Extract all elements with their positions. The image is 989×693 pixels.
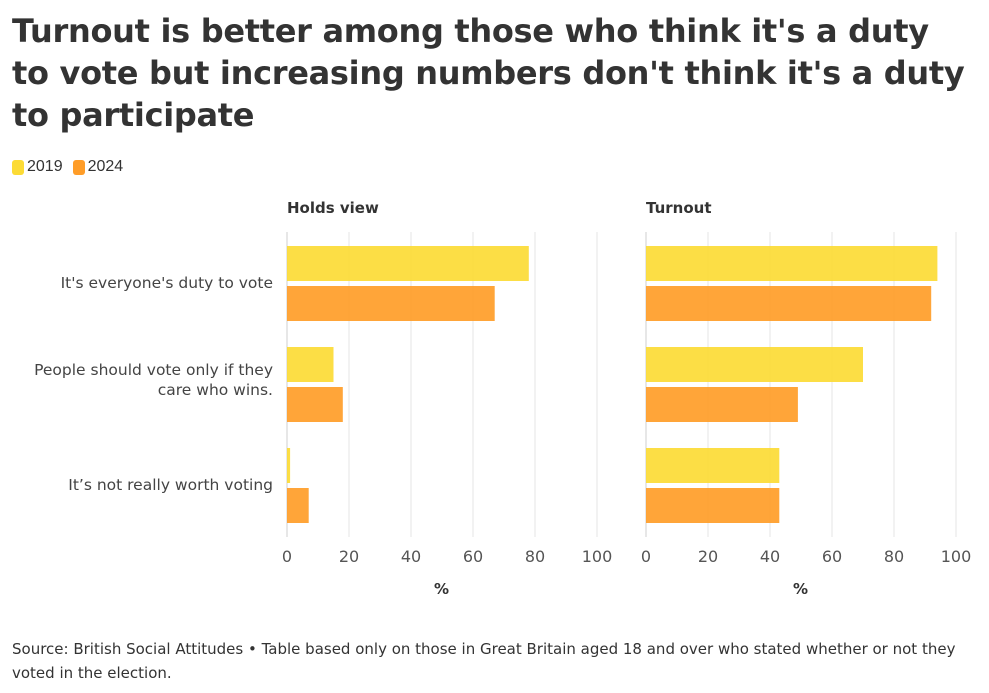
legend-item-2019[interactable]: 2019 (12, 158, 63, 176)
bar-holds-view-cat1-2019: People should vote only if they care who… (287, 347, 334, 382)
x-tick-label-holds-view-20: 20 (339, 547, 359, 566)
bar-holds-view-cat0-2024: It's everyone's duty to vote — 2024: 67% (287, 286, 495, 321)
x-axis-title-turnout: % (793, 580, 809, 598)
x-tick-label-holds-view-60: 60 (463, 547, 483, 566)
x-tick-label-turnout-80: 80 (884, 547, 904, 566)
category-label-not-worth: It’s not really worth voting (68, 476, 273, 494)
source-note: Source: British Social Attitudes • Table… (12, 640, 956, 682)
panel-title-holds-view: Holds view (287, 199, 379, 217)
x-tick-label-turnout-20: 20 (698, 547, 718, 566)
legend-item-2024[interactable]: 2024 (72, 158, 124, 176)
legend: 2019 2024 (12, 158, 133, 176)
chart-title: Turnout is better among those who think … (12, 12, 965, 134)
bar-holds-view-cat2-2024: It’s not really worth voting — 2024: 7% (287, 488, 309, 523)
legend-label-2024: 2024 (87, 158, 124, 175)
bar-turnout-cat0-2024: It's everyone's duty to vote — 2024: 92% (646, 286, 932, 321)
bar-turnout-cat2-2024: It’s not really worth voting — 2024: 43% (646, 488, 780, 523)
bar-turnout-cat0-2019: It's everyone's duty to vote — 2019: 94% (646, 246, 938, 281)
category-label-care: People should vote only if they care who… (34, 361, 273, 399)
panel-title-turnout: Turnout (646, 199, 712, 217)
x-tick-label-turnout-100: 100 (941, 547, 972, 566)
x-tick-label-turnout-0: 0 (641, 547, 651, 566)
x-axis-title-holds-view: % (434, 580, 450, 598)
bar-holds-view-cat0-2019: It's everyone's duty to vote — 2019: 78% (287, 246, 529, 281)
category-label-duty: It's everyone's duty to vote (60, 274, 273, 292)
bar-turnout-cat1-2019: People should vote only if they care who… (646, 347, 863, 382)
legend-swatch-2019 (12, 159, 24, 175)
legend-swatch-2024 (72, 159, 85, 175)
bar-holds-view-cat2-2019: It’s not really worth voting — 2019: 1% (287, 448, 291, 483)
x-tick-label-turnout-60: 60 (822, 547, 842, 566)
bar-turnout-cat2-2019: It’s not really worth voting — 2019: 43% (646, 448, 780, 483)
x-tick-label-holds-view-100: 100 (582, 547, 613, 566)
x-tick-label-turnout-40: 40 (760, 547, 780, 566)
x-tick-label-holds-view-80: 80 (525, 547, 545, 566)
bar-holds-view-cat1-2024: People should vote only if they care who… (287, 387, 343, 422)
x-tick-label-holds-view-40: 40 (401, 547, 421, 566)
x-tick-label-holds-view-0: 0 (282, 547, 292, 566)
legend-label-2019: 2019 (27, 158, 63, 175)
bar-turnout-cat1-2024: People should vote only if they care who… (646, 387, 798, 422)
